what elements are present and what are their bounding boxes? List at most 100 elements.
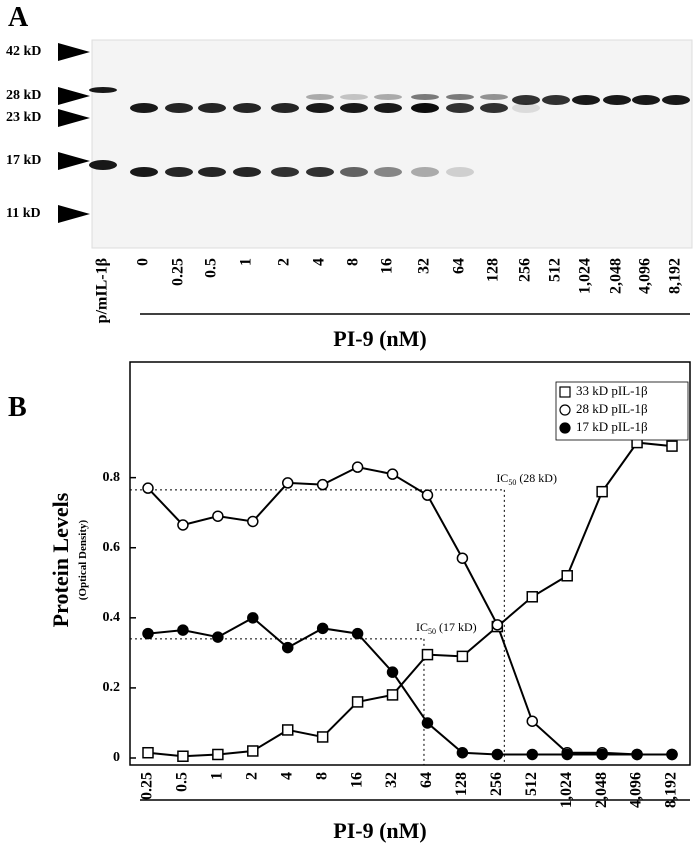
lane-label: 4,096 xyxy=(637,258,654,294)
series-line xyxy=(147,616,672,756)
lane-label: 8,192 xyxy=(667,258,684,294)
point xyxy=(526,715,539,727)
legend-label: 17 kD pIL-1β xyxy=(576,419,648,434)
ic50-suffix: (17 kD) xyxy=(436,620,477,634)
lane-label: 1 xyxy=(238,258,255,266)
x-axis-title: PI-9 (nM) xyxy=(333,818,426,843)
marker-arrow xyxy=(58,43,90,61)
point xyxy=(212,631,224,643)
point xyxy=(561,748,573,761)
point xyxy=(247,515,259,528)
lane-label: p/mIL-1β xyxy=(94,258,111,323)
gel-band xyxy=(306,167,334,177)
x-tick-label: 16 xyxy=(348,772,365,788)
point xyxy=(456,552,469,564)
point xyxy=(142,482,154,494)
gel xyxy=(91,39,693,249)
x-axis-title: PI-9 (nM) xyxy=(333,326,426,351)
gel-band xyxy=(411,103,439,113)
point xyxy=(596,748,608,761)
series-line xyxy=(147,466,672,756)
gel-band xyxy=(165,167,193,177)
x-tick-label: 512 xyxy=(523,772,540,796)
point xyxy=(281,724,294,736)
point xyxy=(386,468,399,480)
y-tick-label: 0.4 xyxy=(103,610,121,625)
point xyxy=(631,748,643,761)
gel-band xyxy=(632,95,660,105)
point xyxy=(386,689,399,701)
gel-band xyxy=(512,103,540,113)
lane-label: 0.25 xyxy=(170,258,187,286)
panel-label: A xyxy=(8,2,29,33)
gel-band xyxy=(340,103,368,113)
legend-label: 33 kD pIL-1β xyxy=(576,383,648,398)
marker-label: 23 kD xyxy=(6,110,41,125)
gel-band xyxy=(480,94,508,100)
gel-band xyxy=(662,95,690,105)
legend-box xyxy=(555,381,689,441)
marker-arrow xyxy=(58,205,90,223)
point xyxy=(666,748,678,761)
lane-label: 2,048 xyxy=(608,258,625,294)
y-tick-label: 0.2 xyxy=(103,680,121,695)
lane-label: 8 xyxy=(345,258,362,266)
gel-band xyxy=(572,95,600,105)
gel-band xyxy=(374,167,402,177)
gel-band xyxy=(480,103,508,113)
series-line xyxy=(147,441,673,758)
marker-arrow xyxy=(58,109,90,127)
x-tick-label: 2,048 xyxy=(593,772,610,808)
ic50-label: IC50 (28 kD) xyxy=(496,471,557,487)
x-tick-label: 1 xyxy=(209,772,226,780)
gel-band xyxy=(446,103,474,113)
gel-band xyxy=(446,167,474,177)
marker-arrow xyxy=(58,152,90,170)
lane-label: 16 xyxy=(379,258,396,274)
point xyxy=(212,510,224,522)
gel-band xyxy=(374,94,402,100)
gel-band xyxy=(130,167,158,177)
gel-band xyxy=(271,103,299,113)
gel-band xyxy=(233,167,261,177)
legend-marker xyxy=(559,386,571,398)
point xyxy=(421,648,434,661)
x-tick-label: 64 xyxy=(418,772,435,788)
legend-marker xyxy=(559,404,571,416)
gel-band xyxy=(130,103,158,113)
lane-label: 0 xyxy=(135,258,152,266)
ic50-label: IC50 (17 kD) xyxy=(416,620,477,636)
lane-label: 512 xyxy=(547,258,564,282)
legend-marker xyxy=(559,422,571,434)
x-tick-label: 256 xyxy=(488,772,505,796)
point xyxy=(281,477,294,489)
gel-band xyxy=(165,103,193,113)
gel-band xyxy=(233,103,261,113)
point xyxy=(177,519,189,531)
gel-band xyxy=(603,95,631,105)
point xyxy=(351,696,364,708)
gel-band xyxy=(89,87,117,93)
lane-label: 32 xyxy=(416,258,433,274)
y-tick-label: 0.6 xyxy=(103,540,121,555)
lane-label: 4 xyxy=(311,258,328,266)
gel-band xyxy=(89,160,117,170)
point xyxy=(561,570,573,582)
point xyxy=(177,624,189,636)
point xyxy=(526,591,539,603)
point xyxy=(596,485,608,498)
lane-label: 64 xyxy=(451,258,468,274)
lane-label: 0.5 xyxy=(203,258,220,278)
gel-band xyxy=(446,94,474,100)
gel-band xyxy=(374,103,402,113)
gel-band xyxy=(542,95,570,105)
point xyxy=(491,619,504,631)
point xyxy=(316,731,329,743)
point xyxy=(666,440,678,452)
ic50-sub: 50 xyxy=(428,627,436,636)
point xyxy=(212,748,224,761)
marker-label: 28 kD xyxy=(6,88,41,103)
x-tick-label: 32 xyxy=(383,772,400,788)
legend-label: 28 kD pIL-1β xyxy=(576,401,648,416)
point xyxy=(177,750,189,762)
